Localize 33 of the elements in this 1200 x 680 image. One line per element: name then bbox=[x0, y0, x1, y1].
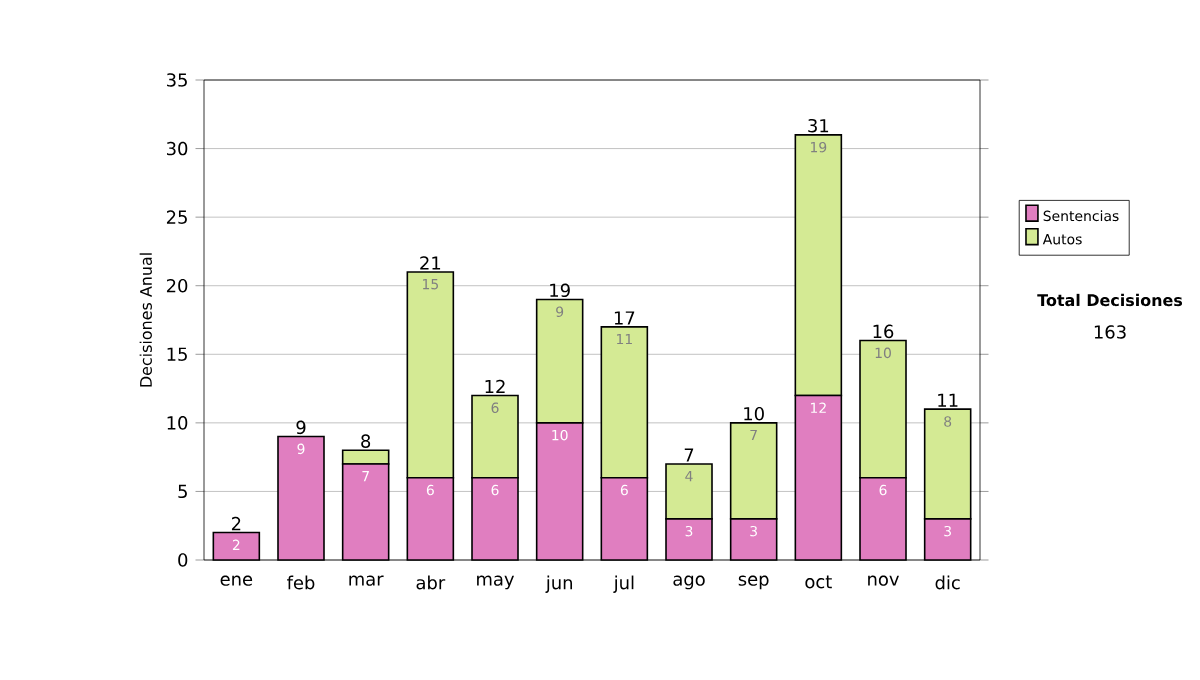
total-label: 2 bbox=[231, 516, 241, 531]
x-tick-label: ago bbox=[673, 575, 705, 590]
y-tick-label: 15 bbox=[167, 347, 187, 361]
total-label: 11 bbox=[938, 393, 958, 407]
x-tick-label: sep bbox=[738, 575, 769, 590]
x-tick-label: dic bbox=[935, 575, 960, 590]
total-label: 7 bbox=[684, 448, 694, 462]
y-tick-label: 30 bbox=[167, 141, 188, 156]
total-label: 31 bbox=[808, 118, 829, 133]
y-tick-label: 10 bbox=[167, 416, 188, 430]
total-label: 10 bbox=[744, 406, 764, 421]
x-tick-label: nov bbox=[868, 575, 899, 586]
total-label: 21 bbox=[420, 256, 441, 270]
total-label: 8 bbox=[361, 434, 371, 448]
x-tick-label: abr bbox=[416, 575, 446, 590]
x-tick-label: oct bbox=[805, 575, 832, 589]
total-label: 19 bbox=[550, 283, 570, 298]
total-label: 17 bbox=[614, 311, 635, 325]
x-tick-label: feb bbox=[287, 575, 315, 590]
total-label: 9 bbox=[296, 420, 306, 435]
y-tick-label: 0 bbox=[178, 553, 188, 567]
total-label: 12 bbox=[485, 379, 505, 394]
text: 163 bbox=[1094, 325, 1126, 339]
y-tick-label: 5 bbox=[178, 484, 187, 499]
x-tick-label: mar bbox=[349, 575, 384, 586]
x-tick-label: may bbox=[477, 575, 515, 590]
total-label: 16 bbox=[873, 324, 894, 339]
y-tick-label: 25 bbox=[166, 210, 187, 224]
x-tick-label: jun bbox=[545, 575, 573, 593]
x-tick-label: jul bbox=[613, 575, 634, 593]
y-tick-label: 20 bbox=[166, 278, 188, 293]
x-tick-label: ene bbox=[220, 575, 253, 586]
y-tick-label: 35 bbox=[167, 73, 187, 87]
